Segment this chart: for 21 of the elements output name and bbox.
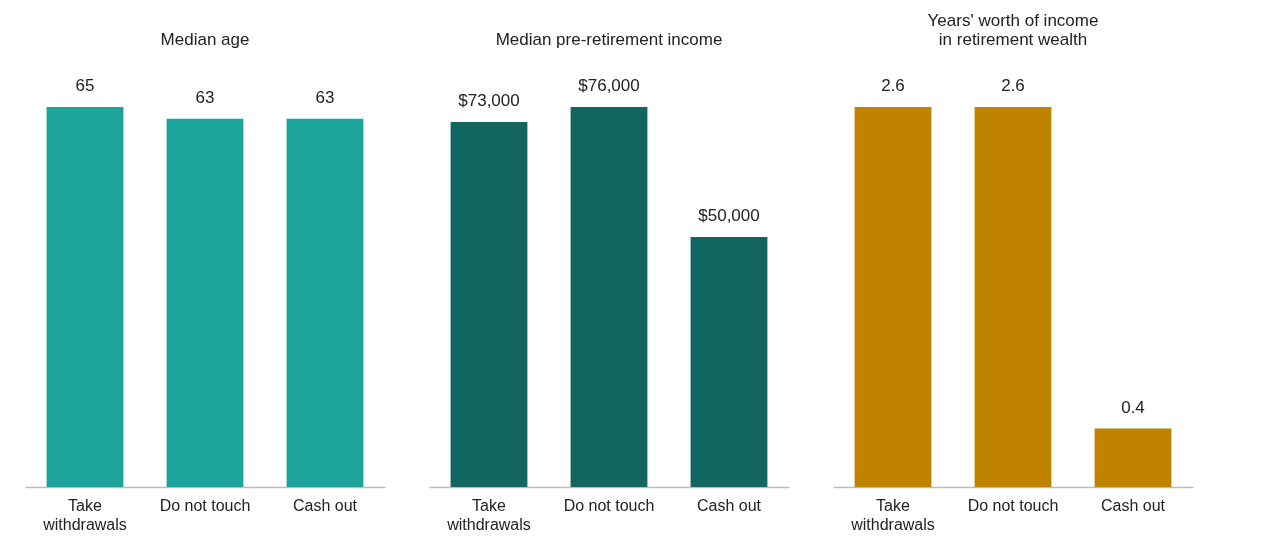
x-tick-label: Cash out [1100,496,1166,514]
chart-title: Years' worth of income in retirement wealth [927,11,1099,49]
chart-title: Median age [160,30,250,49]
x-tick-label: Cash out [292,496,358,514]
data-label: 63 [315,87,335,107]
x-tick-label: Do not touch [563,496,655,514]
data-label: 63 [195,87,215,107]
data-label: 65 [75,76,95,95]
x-tick-label: Take withdrawals [446,496,531,533]
data-label: 0.4 [1121,397,1145,417]
data-label: 2.6 [881,76,905,95]
x-tick-label: Take withdrawals [42,496,127,533]
data-label: $73,000 [458,91,520,110]
x-tick-label: Do not touch [967,496,1059,514]
data-label: $50,000 [698,206,760,225]
x-tick-label: Take withdrawals [850,496,935,533]
data-label: $76,000 [578,76,640,95]
chart-title: Median pre-retirement income [495,30,723,49]
data-label: 2.6 [1001,76,1025,95]
x-tick-label: Do not touch [159,496,251,514]
x-tick-label: Cash out [696,496,762,514]
